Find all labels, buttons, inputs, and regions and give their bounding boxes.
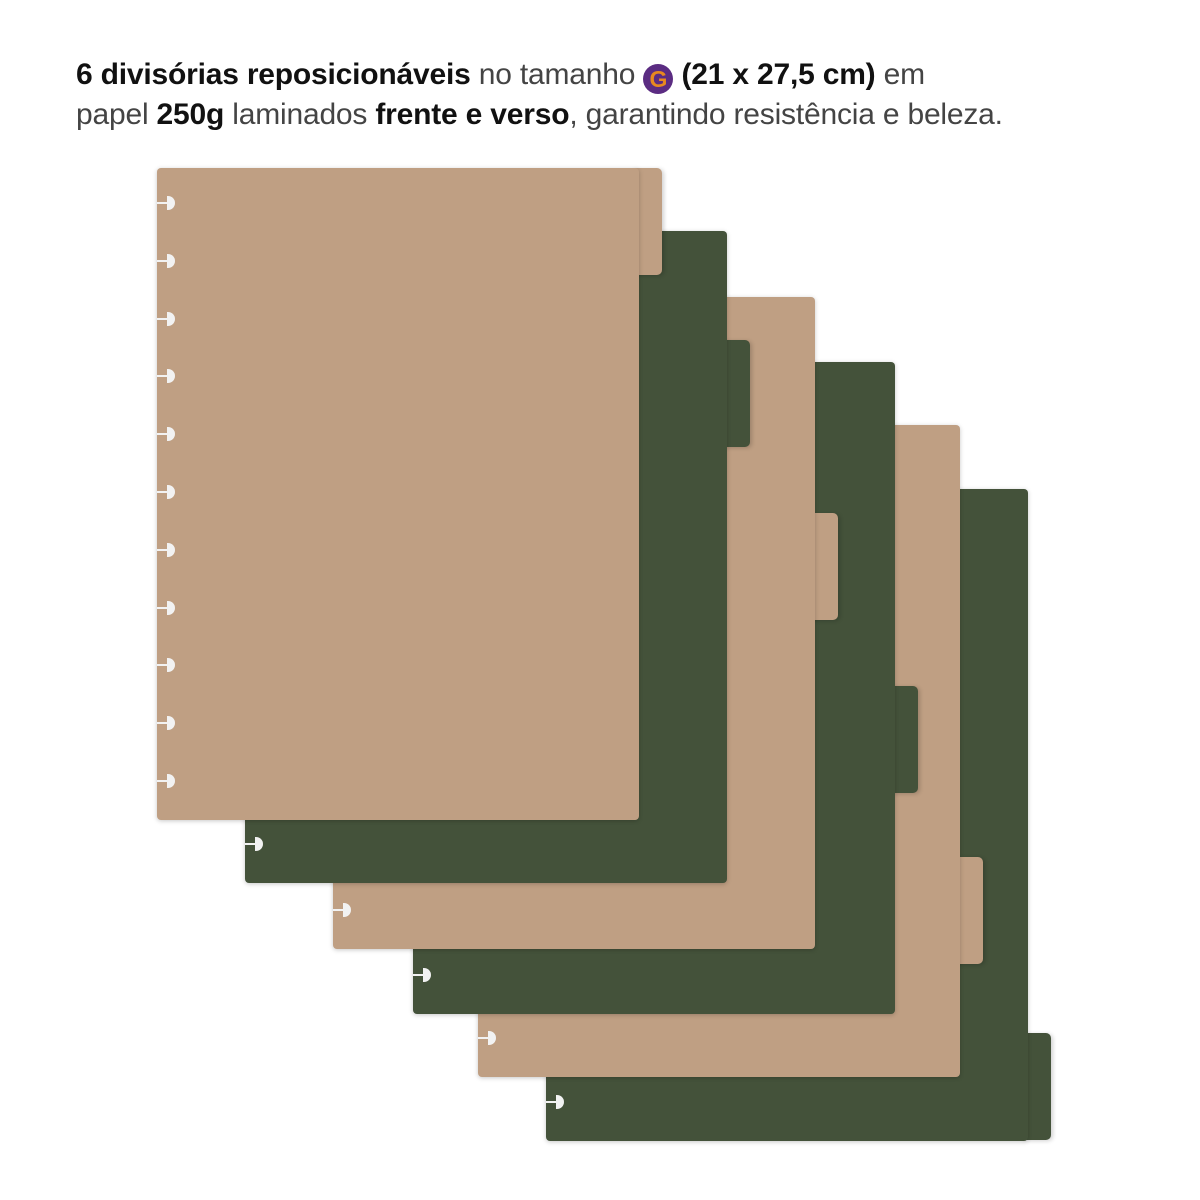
binding-hole-icon: [157, 716, 177, 731]
caption-light: laminados: [224, 98, 376, 131]
caption-light: papel: [76, 98, 157, 131]
divider-sheet: [157, 168, 639, 820]
binding-hole-icon: [245, 837, 265, 851]
binding-hole-icon: [157, 311, 177, 326]
binding-hole-icon: [157, 774, 177, 788]
caption-light: , garantindo resistência e beleza.: [569, 98, 1003, 131]
binding-hole-icon: [333, 903, 353, 917]
caption: 6 divisórias reposicionáveis no tamanho …: [76, 55, 1003, 135]
caption-bold: (21 x 27,5 cm): [673, 58, 876, 91]
size-g-badge-icon: G: [643, 64, 674, 94]
binding-hole-icon: [157, 196, 177, 210]
binding-hole-icon: [478, 1031, 498, 1045]
binding-hole-icon: [157, 427, 177, 442]
caption-line-1: 6 divisórias reposicionáveis no tamanho …: [76, 55, 1003, 95]
binding-hole-icon: [413, 968, 433, 982]
binding-hole-icon: [157, 369, 177, 384]
caption-light: no tamanho: [470, 58, 644, 91]
caption-bold: 6 divisórias reposicionáveis: [76, 58, 471, 91]
binding-hole-icon: [546, 1095, 566, 1109]
binding-hole-icon: [157, 658, 177, 673]
binding-hole-icon: [157, 485, 177, 499]
caption-bold: 250g: [156, 98, 225, 131]
caption-line-2: papel 250g laminados frente e verso, gar…: [76, 95, 1003, 135]
binding-hole-icon: [157, 253, 177, 268]
binding-hole-icon: [157, 542, 177, 557]
binding-hole-icon: [157, 600, 177, 615]
caption-light: em: [875, 58, 925, 91]
divider-1: [157, 168, 662, 820]
caption-bold: frente e verso: [375, 98, 570, 131]
